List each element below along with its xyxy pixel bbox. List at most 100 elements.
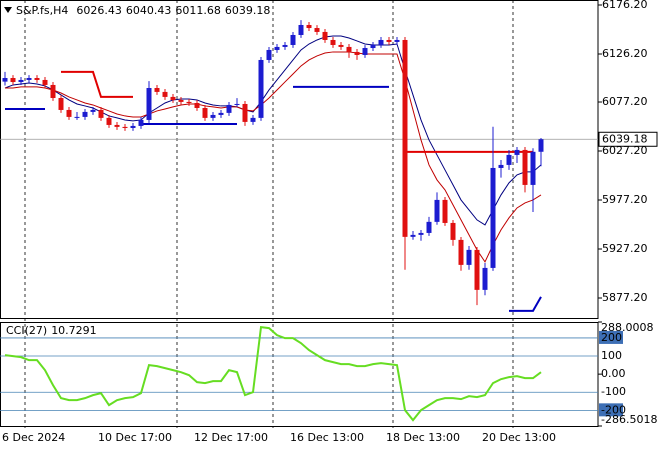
x-tick-label: 12 Dec 17:00	[194, 431, 268, 444]
candle-body	[450, 222, 456, 240]
candle-body	[498, 164, 504, 168]
candle-body	[82, 111, 88, 117]
chart-title: S&P.fs,H4	[16, 4, 68, 17]
header-icon	[4, 7, 12, 13]
candle-body	[226, 104, 232, 113]
candle-body	[322, 31, 328, 40]
candle-body	[42, 79, 48, 85]
y-tick-label: 0.00	[601, 367, 626, 380]
level-box	[599, 330, 623, 344]
y-tick-label: 5877.20	[602, 291, 648, 304]
candle-body	[314, 28, 320, 32]
candle-body	[258, 59, 264, 118]
y-tick-label: 5927.20	[602, 242, 648, 255]
y-tick-label: -100	[601, 385, 626, 398]
candle-body	[26, 78, 32, 80]
candle-body	[346, 46, 352, 52]
candle-body	[514, 149, 520, 155]
candle-body	[410, 234, 416, 237]
candle-body	[290, 34, 296, 45]
indicator-line	[5, 51, 542, 263]
candle-body	[250, 117, 256, 122]
x-tick-label: 6 Dec 2024	[2, 431, 65, 444]
candle-body	[98, 109, 104, 118]
candle-body	[402, 39, 408, 237]
candle-body	[50, 84, 56, 98]
candle-body	[154, 88, 160, 92]
candle-body	[130, 125, 136, 128]
candle-body	[306, 24, 312, 29]
x-tick-label: 18 Dec 13:00	[386, 431, 460, 444]
indicator-line	[4, 35, 542, 226]
candle-body	[34, 78, 40, 80]
candle-body	[194, 102, 200, 108]
candle-body	[266, 49, 272, 60]
candle-body	[338, 44, 344, 47]
candle-body	[482, 267, 488, 290]
candle-body	[178, 99, 184, 102]
candle-body	[162, 91, 168, 97]
indicator-line	[61, 70, 533, 153]
y-tick-label: 288.0008	[601, 321, 654, 334]
candle-body	[210, 114, 216, 118]
candle-body	[434, 199, 440, 222]
candle-body	[370, 44, 376, 49]
candle-body	[354, 51, 360, 55]
candle-body	[378, 39, 384, 45]
candle-body	[218, 112, 224, 115]
candle-body	[146, 88, 152, 120]
candle-body	[106, 117, 112, 125]
y-tick-label: 6077.20	[602, 95, 648, 108]
candle-body	[458, 239, 464, 265]
candle-body	[394, 39, 400, 42]
candle-body	[298, 24, 304, 35]
candle-body	[530, 151, 536, 185]
y-tick-label: -286.5018	[601, 413, 657, 426]
candle-body	[442, 199, 448, 223]
candle-body	[66, 109, 72, 117]
candle-body	[426, 221, 432, 233]
y-tick-label: 100	[601, 349, 622, 362]
y-tick-label: 5977.20	[602, 193, 648, 206]
candle-body	[474, 249, 480, 290]
candle-body	[2, 78, 8, 82]
candle-body	[10, 78, 16, 83]
candle-body	[58, 97, 64, 110]
candle-body	[506, 154, 512, 165]
candle-body	[202, 107, 208, 118]
indicator-header: CCI(27) 10.7291	[6, 324, 97, 337]
candle-body	[538, 139, 544, 152]
header-value: 6039.18	[225, 4, 271, 17]
candle-body	[234, 103, 240, 105]
candle-body	[114, 124, 120, 127]
header-value: 6026.43	[76, 4, 122, 17]
candle-body	[330, 39, 336, 45]
y-tick-label: 6126.20	[602, 47, 648, 60]
last-price-box	[598, 131, 658, 147]
candle-body	[170, 96, 176, 100]
y-tick-label: 200	[601, 331, 622, 344]
y-tick-label: 6176.20	[602, 0, 648, 11]
candle-body	[138, 119, 144, 126]
candle-body	[242, 103, 248, 122]
chart-header: S&P.fs,H4 6026.43 6040.43 6011.68 6039.18	[16, 4, 270, 17]
y-tick-label: -200	[601, 403, 626, 416]
x-tick-label: 10 Dec 17:00	[98, 431, 172, 444]
candle-body	[490, 167, 496, 268]
last-price-label: 6039.18	[602, 132, 648, 145]
candle-body	[122, 126, 128, 128]
candle-body	[362, 48, 368, 55]
candle-body	[18, 79, 24, 83]
cci-line	[4, 326, 542, 422]
x-tick-label: 20 Dec 13:00	[482, 431, 556, 444]
panel-frame	[0, 0, 599, 319]
level-box	[599, 403, 623, 417]
header-value: 6040.43	[126, 4, 172, 17]
candle-body	[466, 249, 472, 265]
y-tick-label: 6027.20	[602, 144, 648, 157]
indicator-value: 10.7291	[51, 324, 97, 337]
candle-body	[274, 46, 280, 50]
candle-body	[418, 232, 424, 235]
